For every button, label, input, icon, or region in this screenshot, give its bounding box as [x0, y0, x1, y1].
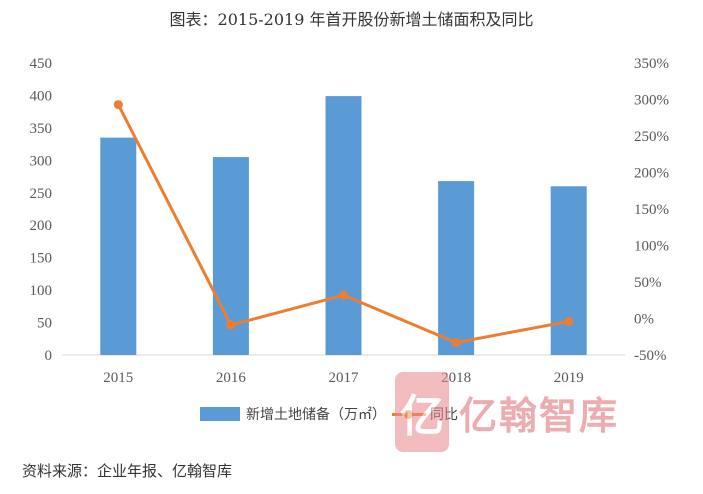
left-tick-label: 250	[30, 186, 53, 202]
chart-title: 图表：2015-2019 年首开股份新增土储面积及同比	[169, 10, 534, 29]
point-2015	[113, 100, 123, 110]
x-tick-label: 2016	[216, 370, 247, 386]
source-note: 资料来源：企业年报、亿翰智库	[22, 462, 233, 480]
left-tick-label: 100	[30, 283, 53, 299]
bar-2015	[100, 137, 137, 355]
right-tick-label: 150%	[634, 202, 669, 218]
right-tick-label: 0%	[634, 312, 654, 328]
watermark-logo: 亿	[395, 372, 449, 452]
left-tick-label: 300	[30, 153, 53, 169]
legend-label-bar: 新增土地储备（万㎡）	[246, 407, 386, 423]
x-tick-label: 2015	[103, 370, 133, 386]
right-tick-label: -50%	[634, 348, 667, 364]
bar-2018	[438, 181, 475, 355]
left-tick-label: 400	[30, 88, 53, 104]
legend-swatch-bar	[200, 407, 240, 421]
point-2016	[226, 320, 236, 330]
left-tick-label: 450	[30, 56, 53, 72]
watermark-text: 亿翰智库	[459, 393, 620, 438]
bar-series	[100, 96, 587, 356]
right-tick-label: 200%	[634, 166, 669, 182]
legend-item-bar: 新增土地储备（万㎡）	[200, 404, 386, 424]
left-tick-label: 50	[37, 316, 52, 332]
right-tick-label: 300%	[634, 93, 669, 109]
left-tick-label: 200	[30, 218, 53, 234]
right-axis-ticks: -50% 0% 50% 100% 150% 200% 250% 300% 350%	[634, 56, 669, 364]
point-2018	[451, 338, 461, 348]
right-tick-label: 250%	[634, 129, 669, 145]
point-2017	[339, 290, 348, 300]
left-axis-ticks: 0 50 100 150 200 250 300 350 400 450	[30, 56, 53, 364]
bar-2019	[550, 186, 587, 355]
right-tick-label: 350%	[634, 56, 669, 72]
x-tick-label: 2017	[329, 370, 360, 386]
x-axis-ticks: 2015 2016 2017 2018 2019	[103, 370, 583, 386]
point-2019	[564, 316, 574, 326]
left-tick-label: 350	[30, 121, 53, 137]
left-tick-label: 0	[45, 348, 53, 364]
line-series	[113, 100, 574, 348]
left-tick-label: 150	[30, 251, 53, 267]
right-tick-label: 100%	[634, 239, 669, 255]
watermark: 亿 亿翰智库	[395, 372, 619, 452]
x-tick-label: 2019	[554, 370, 584, 386]
bar-2017	[325, 96, 362, 356]
right-tick-label: 50%	[634, 275, 662, 291]
